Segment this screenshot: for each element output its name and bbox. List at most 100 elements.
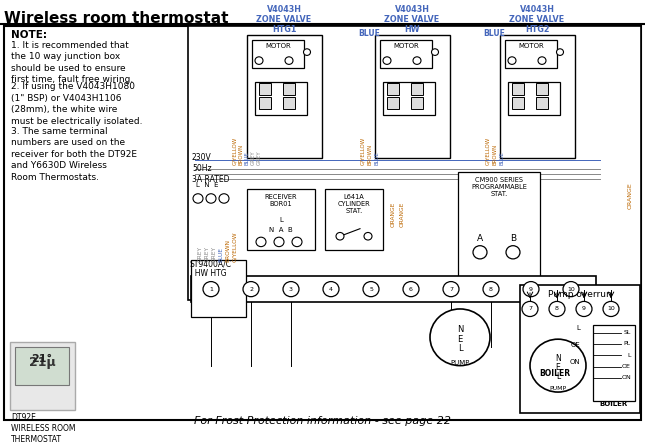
- Bar: [259, 83, 271, 95]
- Bar: [387, 83, 399, 95]
- Text: BLUE: BLUE: [244, 152, 250, 165]
- Text: MOTOR: MOTOR: [393, 43, 419, 50]
- Bar: [191, 276, 596, 302]
- Text: BROWN: BROWN: [368, 144, 373, 165]
- Text: RECEIVER
BOR01: RECEIVER BOR01: [264, 194, 297, 207]
- Bar: [505, 40, 557, 68]
- Text: 7: 7: [449, 287, 453, 291]
- Text: BROWN: BROWN: [226, 239, 230, 262]
- Text: 21µ: 21µ: [28, 356, 55, 369]
- Text: GREY: GREY: [250, 151, 255, 165]
- Text: 8: 8: [489, 287, 493, 291]
- Text: G/YELLOW: G/YELLOW: [361, 137, 366, 165]
- Circle shape: [576, 301, 592, 316]
- Text: 21°: 21°: [32, 354, 52, 364]
- Text: N  A  B: N A B: [269, 227, 293, 233]
- Text: BROWN: BROWN: [493, 144, 497, 165]
- Circle shape: [285, 57, 293, 64]
- Text: HW HTG: HW HTG: [190, 269, 226, 278]
- Circle shape: [557, 49, 564, 55]
- Text: 10: 10: [607, 307, 615, 312]
- Circle shape: [243, 282, 259, 297]
- Text: NOTE:: NOTE:: [11, 30, 47, 40]
- Text: BLUE: BLUE: [375, 152, 379, 165]
- Bar: [10, 342, 75, 410]
- Text: 1: 1: [209, 287, 213, 291]
- Bar: [500, 35, 575, 158]
- Text: PUMP: PUMP: [450, 360, 470, 366]
- Text: MOTOR: MOTOR: [265, 43, 291, 50]
- Text: L: L: [576, 325, 580, 331]
- Text: L  N  E: L N E: [196, 182, 219, 189]
- Text: Pump overrun: Pump overrun: [548, 290, 612, 299]
- Text: BROWN: BROWN: [239, 144, 244, 165]
- Circle shape: [363, 282, 379, 297]
- Text: 230V
50Hz
3A RATED: 230V 50Hz 3A RATED: [192, 153, 230, 184]
- Bar: [536, 97, 548, 109]
- Bar: [259, 97, 271, 109]
- Bar: [375, 35, 450, 158]
- Bar: [188, 25, 641, 299]
- Circle shape: [563, 282, 579, 297]
- Bar: [593, 325, 635, 401]
- Circle shape: [256, 237, 266, 247]
- Bar: [525, 309, 585, 384]
- Text: ST9400A/C: ST9400A/C: [190, 260, 232, 269]
- Circle shape: [364, 232, 372, 240]
- Bar: [536, 83, 548, 95]
- Bar: [520, 285, 640, 413]
- Text: ON: ON: [621, 375, 631, 380]
- Circle shape: [403, 282, 419, 297]
- Text: BLUE: BLUE: [358, 30, 380, 38]
- Text: 3. The same terminal
numbers are used on the
receiver for both the DT92E
and Y66: 3. The same terminal numbers are used on…: [11, 127, 137, 181]
- Bar: [387, 97, 399, 109]
- Circle shape: [219, 194, 229, 203]
- Circle shape: [549, 301, 565, 316]
- Text: ON: ON: [570, 359, 580, 365]
- Text: 7: 7: [528, 307, 532, 312]
- Text: V4043H
ZONE VALVE
HTG2: V4043H ZONE VALVE HTG2: [510, 5, 564, 34]
- Text: 2: 2: [249, 287, 253, 291]
- Text: Wireless room thermostat: Wireless room thermostat: [4, 11, 228, 25]
- Circle shape: [255, 57, 263, 64]
- Text: A: A: [477, 234, 483, 243]
- Bar: [255, 82, 307, 115]
- Bar: [458, 172, 540, 281]
- Circle shape: [413, 57, 421, 64]
- Bar: [252, 40, 304, 68]
- Circle shape: [336, 232, 344, 240]
- Text: 2. If using the V4043H1080
(1" BSP) or V4043H1106
(28mm), the white wire
must be: 2. If using the V4043H1080 (1" BSP) or V…: [11, 82, 143, 126]
- Circle shape: [383, 57, 391, 64]
- Text: For Frost Protection information - see page 22: For Frost Protection information - see p…: [194, 416, 450, 426]
- Text: SL: SL: [624, 330, 631, 335]
- Bar: [15, 347, 69, 384]
- Bar: [508, 82, 560, 115]
- Text: V4043H
ZONE VALVE
HTG1: V4043H ZONE VALVE HTG1: [257, 5, 312, 34]
- Circle shape: [538, 57, 546, 64]
- Circle shape: [522, 301, 538, 316]
- Text: L: L: [279, 217, 283, 224]
- Text: PUMP: PUMP: [550, 386, 566, 392]
- Circle shape: [443, 282, 459, 297]
- Text: 8: 8: [555, 307, 559, 312]
- Circle shape: [530, 339, 586, 392]
- Text: ORANGE: ORANGE: [628, 182, 633, 209]
- Bar: [411, 83, 423, 95]
- Circle shape: [523, 282, 539, 297]
- Circle shape: [483, 282, 499, 297]
- Text: CM900 SERIES
PROGRAMMABLE
STAT.: CM900 SERIES PROGRAMMABLE STAT.: [471, 177, 527, 197]
- Circle shape: [274, 237, 284, 247]
- Text: N: N: [555, 354, 561, 363]
- Bar: [512, 83, 524, 95]
- Circle shape: [432, 49, 439, 55]
- Text: 1. It is recommended that
the 10 way junction box
should be used to ensure
first: 1. It is recommended that the 10 way jun…: [11, 41, 134, 84]
- Text: B: B: [510, 234, 516, 243]
- Text: L: L: [628, 353, 631, 358]
- Text: N: N: [457, 325, 463, 334]
- Circle shape: [193, 194, 203, 203]
- Bar: [191, 260, 246, 316]
- Text: PL: PL: [624, 342, 631, 346]
- Text: 6: 6: [409, 287, 413, 291]
- Circle shape: [506, 246, 520, 259]
- Bar: [512, 97, 524, 109]
